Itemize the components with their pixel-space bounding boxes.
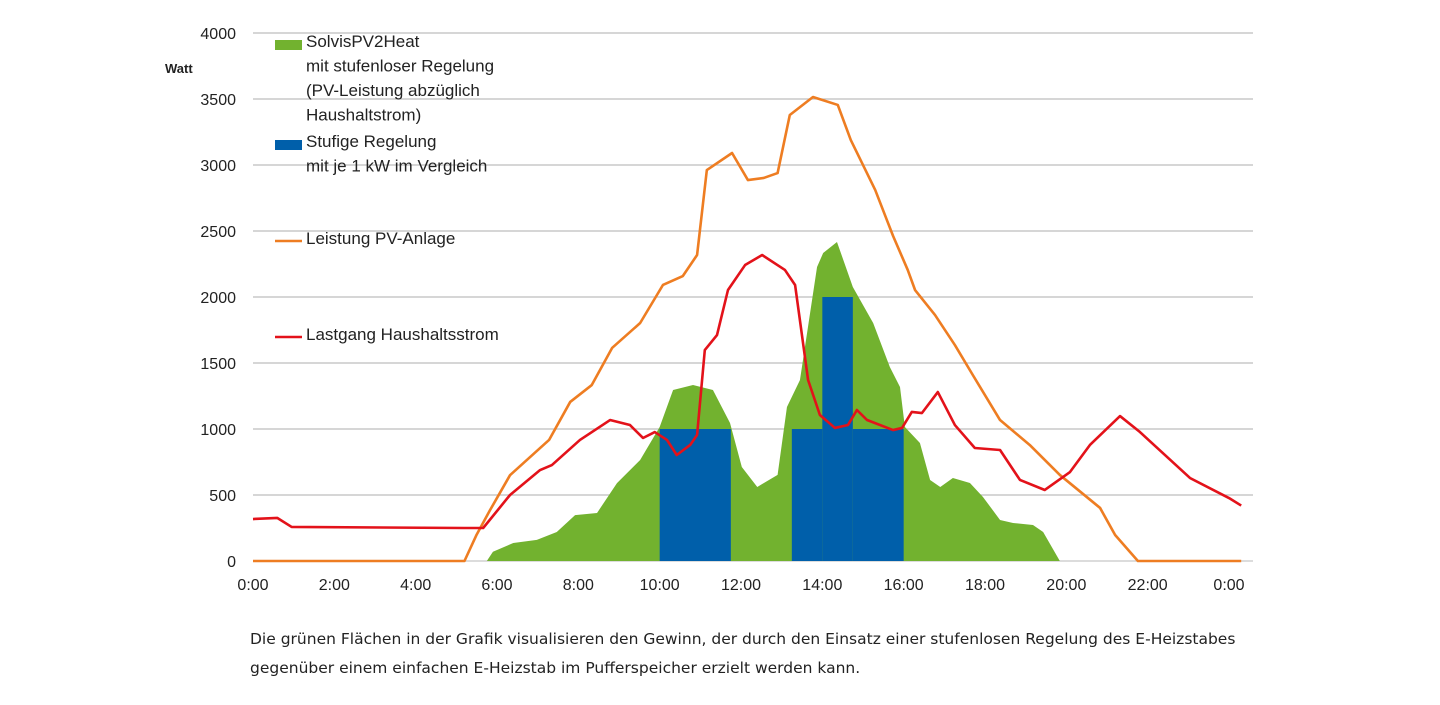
x-tick-label: 16:00	[884, 577, 924, 594]
x-tick-label: 8:00	[563, 577, 594, 594]
blue-bar	[659, 429, 731, 561]
x-tick-label: 20:00	[1046, 577, 1086, 594]
x-tick-label: 2:00	[319, 577, 350, 594]
legend-label: SolvisPV2Heat	[306, 32, 420, 51]
pv-power-line	[253, 95, 1242, 563]
blue-bars-series	[659, 297, 904, 561]
chart: 0 500 1000 1500 2000 2500 3000 3500 4000 0:00 2:00…	[165, 26, 1253, 594]
caption: Die grünen Flächen in der Grafik visuali…	[250, 630, 1236, 677]
legend-label: mit stufenloser Regelung	[306, 57, 494, 76]
y-tick-label: 3000	[200, 158, 236, 175]
x-tick-label: 6:00	[481, 577, 512, 594]
x-tick-label: 14:00	[802, 577, 842, 594]
blue-bar	[852, 429, 904, 561]
blue-bar	[822, 297, 853, 561]
household-load-line	[252, 253, 1242, 530]
legend-label: Leistung PV-Anlage	[306, 229, 455, 248]
y-tick-label: 2500	[200, 224, 236, 241]
legend-label: Stufige Regelung	[306, 132, 436, 151]
legend-label: mit je 1 kW im Vergleich	[306, 157, 487, 176]
line-series	[252, 95, 1242, 563]
y-tick-label: 1500	[200, 356, 236, 373]
axes: 0 500 1000 1500 2000 2500 3000 3500 4000 0:00 2:00…	[200, 26, 1244, 594]
x-tick-label: 4:00	[400, 577, 431, 594]
legend-label: (PV-Leistung abzüglich	[306, 81, 480, 100]
legend-swatch	[275, 140, 302, 150]
legend: SolvisPV2Heat mit stufenloser Regelung (PV…	[275, 32, 499, 344]
y-tick-label: 2000	[200, 290, 236, 307]
y-tick-label: 4000	[200, 26, 236, 43]
x-tick-label: 0:00	[1213, 577, 1244, 594]
blue-bar	[791, 429, 823, 561]
x-tick-label: 18:00	[965, 577, 1005, 594]
green-area	[486, 241, 1060, 561]
y-tick-label: 3500	[200, 92, 236, 109]
x-tick-label: 12:00	[721, 577, 761, 594]
legend-swatch	[275, 40, 302, 50]
y-tick-label: 500	[209, 488, 236, 505]
legend-label: Lastgang Haushaltsstrom	[306, 325, 499, 344]
grid	[253, 32, 1253, 562]
y-tick-label: 1000	[200, 422, 236, 439]
x-tick-label: 22:00	[1128, 577, 1168, 594]
x-tick-label: 10:00	[640, 577, 680, 594]
y-tick-label: 0	[227, 554, 236, 571]
legend-label: Haushaltstrom)	[306, 106, 421, 125]
green-area-series	[486, 241, 1060, 561]
x-tick-label: 0:00	[237, 577, 268, 594]
y-axis-label: Watt	[165, 61, 193, 76]
